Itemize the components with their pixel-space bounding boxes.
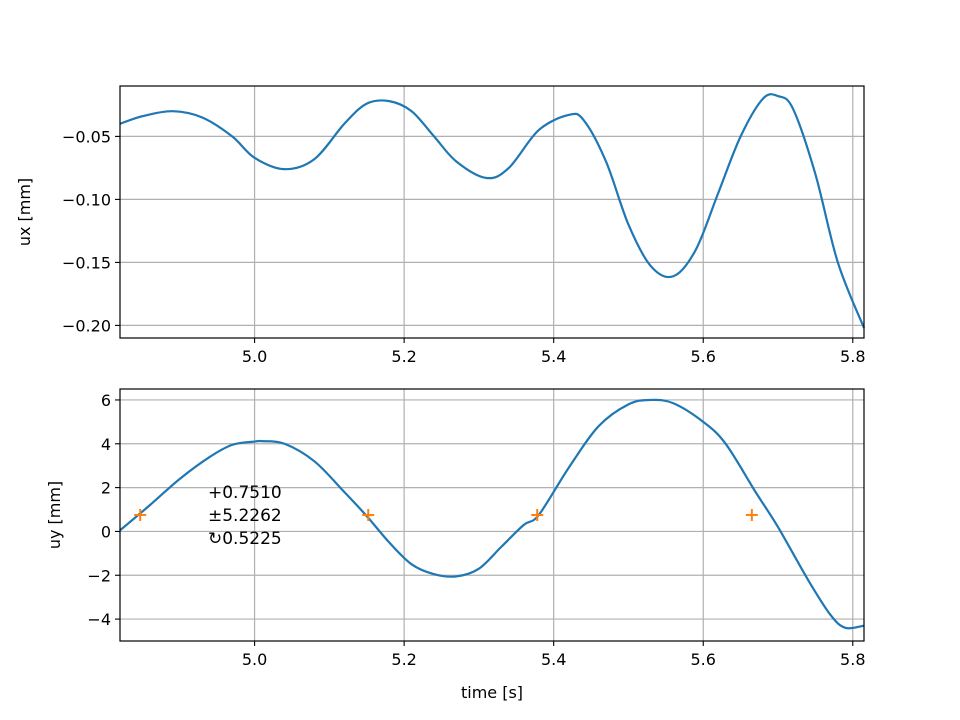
ux-subplot: 5.0 5.2 5.4 5.6 5.8 −0.05 −0.10 −0.15 −0.20 ux [… (15, 85, 866, 366)
uy-grid (120, 389, 864, 641)
uy-xtick-label: 5.8 (840, 650, 865, 669)
uy-xtick-label: 5.6 (691, 650, 716, 669)
ux-axes-frame (119, 85, 865, 339)
ux-xtick-label: 5.4 (541, 347, 566, 366)
time-xlabel: time [s] (461, 683, 523, 702)
annotation-offset: +0.7510 (208, 483, 282, 503)
uy-series-line (119, 398, 865, 630)
ux-ytick-label: −0.20 (62, 316, 111, 335)
ux-ticks: 5.0 5.2 5.4 5.6 5.8 −0.05 −0.10 −0.15 −0.20 (62, 127, 866, 366)
ux-ytick-label: −0.10 (62, 190, 111, 209)
crossing-marker (362, 508, 375, 521)
uy-ytick-label: 4 (101, 435, 111, 454)
ux-series-line (119, 93, 866, 329)
ux-xtick-label: 5.0 (242, 347, 267, 366)
uy-xtick-label: 5.4 (541, 650, 566, 669)
crossing-marker (745, 508, 758, 521)
uy-ytick-label: 6 (101, 391, 111, 410)
crossing-marker (134, 508, 147, 521)
ux-xtick-label: 5.8 (840, 347, 865, 366)
crossing-marker (531, 508, 544, 521)
uy-markers (134, 508, 758, 521)
uy-ytick-label: 2 (101, 479, 111, 498)
ux-grid (120, 86, 864, 338)
ux-ytick-label: −0.15 (62, 253, 111, 272)
ux-ylabel: ux [mm] (15, 178, 34, 246)
ux-ytick-label: −0.05 (62, 127, 111, 146)
uy-axes-frame (119, 388, 865, 642)
uy-xtick-label: 5.0 (242, 650, 267, 669)
uy-ticks: 5.0 5.2 5.4 5.6 5.8 6 4 2 0 −2 −4 (87, 391, 865, 669)
ux-xtick-label: 5.6 (691, 347, 716, 366)
uy-xtick-label: 5.2 (391, 650, 416, 669)
ux-xtick-label: 5.2 (391, 347, 416, 366)
uy-ytick-label: 0 (101, 522, 111, 541)
annotation-phase: ↻0.5225 (208, 529, 282, 549)
uy-ytick-label: −4 (87, 610, 111, 629)
uy-ylabel: uy [mm] (45, 481, 64, 549)
uy-subplot: 5.0 5.2 5.4 5.6 5.8 6 4 2 0 −2 −4 uy [mm] time [s]… (45, 388, 866, 702)
annotation-amplitude: ±5.2262 (208, 506, 282, 526)
uy-ytick-label: −2 (87, 566, 111, 585)
